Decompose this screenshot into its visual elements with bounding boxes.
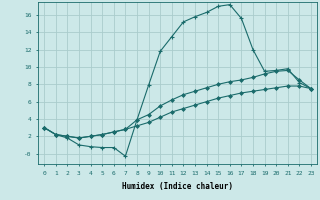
X-axis label: Humidex (Indice chaleur): Humidex (Indice chaleur)	[122, 182, 233, 191]
